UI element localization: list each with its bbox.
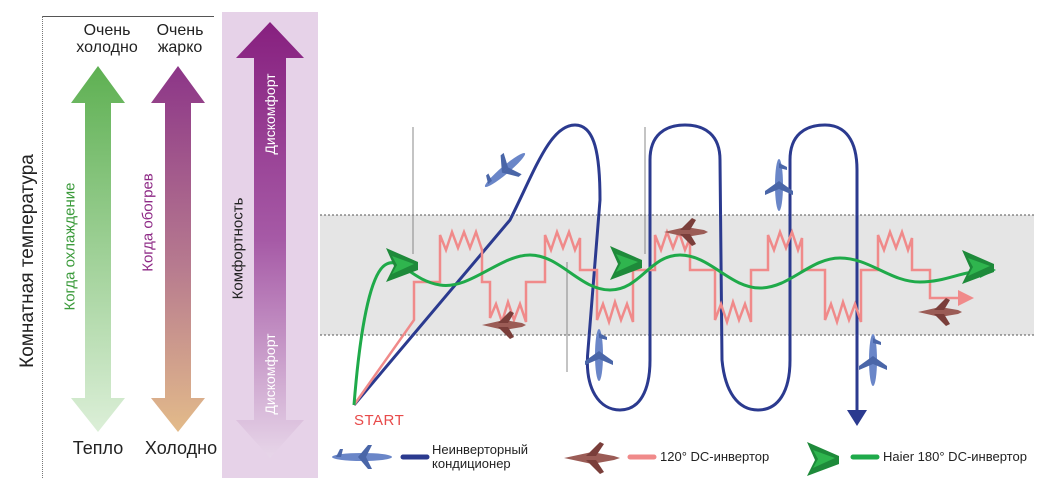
comfort-label: Комфортность <box>229 197 247 300</box>
fighter-jet-icon <box>918 298 962 326</box>
top-rule <box>42 16 214 17</box>
legend-airliner-icon <box>332 445 392 469</box>
stealth-bomber-icon <box>386 248 418 282</box>
heating-arrow <box>151 66 205 432</box>
cooling-arrow <box>71 66 125 432</box>
start-label: START <box>354 412 405 429</box>
legend-fighter-jet-icon <box>564 442 620 474</box>
airliner-icon <box>585 329 613 381</box>
legend-stealth-bomber-icon <box>807 442 839 476</box>
legend-label-non-inverter: Неинверторный кондиционер <box>432 442 529 471</box>
dc120-arrowhead <box>958 290 974 306</box>
non-inverter-arrowhead <box>847 410 867 426</box>
airliner-icon <box>859 334 887 386</box>
comfort-arrow <box>236 22 304 458</box>
heating-top-label: Очень жарко <box>156 22 204 56</box>
cooling-top-label: Очень холодно <box>76 22 138 56</box>
stealth-bomber-icon <box>962 250 994 284</box>
dc120-path <box>352 228 962 406</box>
left-dotted-rule <box>42 16 43 478</box>
non-inverter-path <box>352 123 859 412</box>
comfort-bottom-label: Дискомфорт <box>262 333 278 415</box>
fighter-jet-icon <box>664 218 708 246</box>
airliner-icon <box>484 152 526 187</box>
airliner-icon <box>765 159 793 211</box>
heating-arrow-label: Когда обогрев <box>139 173 157 272</box>
legend-label-dc120: 120° DC-инвертор <box>660 449 770 464</box>
heating-bottom-label: Холодно <box>144 438 218 458</box>
cooling-bottom-label: Тепло <box>72 438 124 458</box>
cooling-arrow-label: Когда охлаждение <box>61 182 79 311</box>
comfort-top-label: Дискомфорт <box>262 73 278 155</box>
legend-label-haier180: Haier 180° DC-инвертор <box>883 449 1027 464</box>
stealth-bomber-icon <box>610 246 642 280</box>
fighter-jet-icon <box>482 311 526 339</box>
